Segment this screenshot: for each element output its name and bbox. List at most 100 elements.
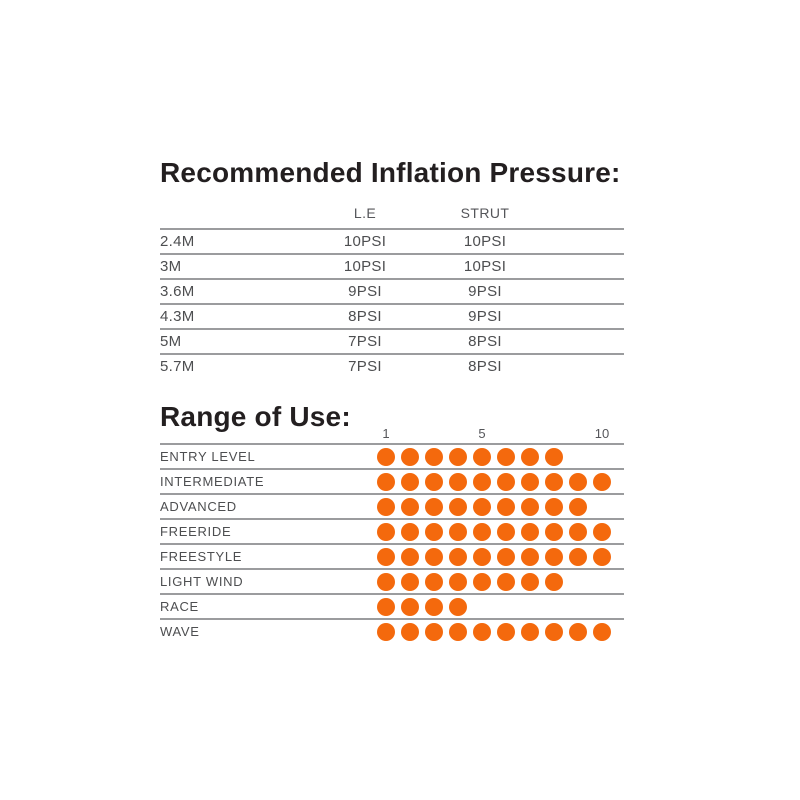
range-row-label: INTERMEDIATE (160, 474, 265, 489)
le-cell: 7PSI (348, 358, 382, 375)
size-cell: 4.3M (160, 308, 195, 325)
le-cell: 10PSI (343, 258, 387, 275)
le-cell: 7PSI (348, 333, 382, 350)
dot (545, 472, 563, 491)
range-row: FREESTYLE (160, 545, 624, 570)
table-row: 5M 7PSI 8PSI (160, 329, 624, 354)
dot (425, 547, 443, 566)
dot (449, 497, 467, 516)
range-row-label: RACE (160, 599, 199, 614)
dot (473, 447, 491, 466)
dot (425, 447, 443, 466)
dot (377, 472, 395, 491)
infographic: Recommended Inflation Pressure: L.E STRU… (160, 156, 624, 643)
dot (425, 597, 443, 616)
dot (569, 472, 587, 491)
range-row: LIGHT WIND (160, 570, 624, 595)
dot (449, 597, 467, 616)
dot (401, 522, 419, 541)
dot (449, 522, 467, 541)
le-cell: 8PSI (348, 308, 382, 325)
dot (545, 447, 563, 466)
pressure-table: L.E STRUT 2.4M 10PSI 10PSI 3M 10PSI 10PS… (160, 199, 624, 378)
dot (593, 622, 611, 641)
size-cell: 5M (160, 333, 182, 350)
dot (473, 622, 491, 641)
dot (473, 572, 491, 591)
dot (401, 497, 419, 516)
dot-grid (374, 597, 470, 616)
dot (497, 572, 515, 591)
dot (569, 622, 587, 641)
dot (545, 547, 563, 566)
scale-label-5: 5 (478, 426, 486, 441)
table-row: 4.3M 8PSI 9PSI (160, 304, 624, 329)
dot (497, 622, 515, 641)
size-cell: 5.7M (160, 358, 195, 375)
dot (473, 497, 491, 516)
range-row-label: ADVANCED (160, 499, 237, 514)
dot (473, 522, 491, 541)
range-row: WAVE (160, 620, 624, 643)
dot (497, 547, 515, 566)
dot (593, 522, 611, 541)
dot (497, 472, 515, 491)
dot (449, 622, 467, 641)
size-cell: 3.6M (160, 283, 195, 300)
dot (449, 547, 467, 566)
dot (425, 572, 443, 591)
strut-cell: 8PSI (468, 333, 502, 350)
range-row-label: FREESTYLE (160, 549, 243, 564)
range-row: INTERMEDIATE (160, 470, 624, 495)
col-header-pad (545, 199, 624, 229)
range-row-label: FREERIDE (160, 524, 232, 539)
dot (449, 472, 467, 491)
strut-cell: 10PSI (463, 233, 507, 250)
dot (401, 547, 419, 566)
size-cell: 3M (160, 258, 182, 275)
dot (473, 472, 491, 491)
dot (545, 497, 563, 516)
range-row: ENTRY LEVEL (160, 445, 624, 470)
strut-cell: 9PSI (468, 283, 502, 300)
dot (401, 447, 419, 466)
dot (425, 472, 443, 491)
range-row: RACE (160, 595, 624, 620)
dot-grid (374, 497, 590, 516)
dot (425, 622, 443, 641)
dot (545, 522, 563, 541)
dot (569, 547, 587, 566)
dot-grid (374, 472, 614, 491)
dot-grid (374, 522, 614, 541)
dot (377, 547, 395, 566)
dot (521, 522, 539, 541)
size-cell: 2.4M (160, 233, 195, 250)
dot (593, 472, 611, 491)
col-header-size (160, 199, 305, 229)
range-header: Range of Use: 1 5 10 (160, 400, 624, 445)
dot (521, 622, 539, 641)
dot (545, 572, 563, 591)
dot-grid (374, 447, 566, 466)
dot (593, 547, 611, 566)
dot (521, 447, 539, 466)
col-header-le: L.E (353, 205, 377, 221)
dot (497, 522, 515, 541)
dot (569, 497, 587, 516)
dot (377, 622, 395, 641)
dot (521, 572, 539, 591)
dot-grid (374, 547, 614, 566)
dot (569, 522, 587, 541)
pressure-title: Recommended Inflation Pressure: (160, 157, 621, 188)
dot (401, 597, 419, 616)
dot (425, 522, 443, 541)
scale-label-10: 10 (594, 426, 610, 441)
range-row-label: ENTRY LEVEL (160, 449, 256, 464)
range-of-use-chart: ENTRY LEVEL INTERMEDIATE ADVANCED FREERI… (160, 445, 624, 643)
col-header-strut: STRUT (460, 205, 510, 221)
dot (401, 622, 419, 641)
dot (497, 447, 515, 466)
scale-label-1: 1 (382, 426, 390, 441)
dot (521, 472, 539, 491)
dot (545, 622, 563, 641)
